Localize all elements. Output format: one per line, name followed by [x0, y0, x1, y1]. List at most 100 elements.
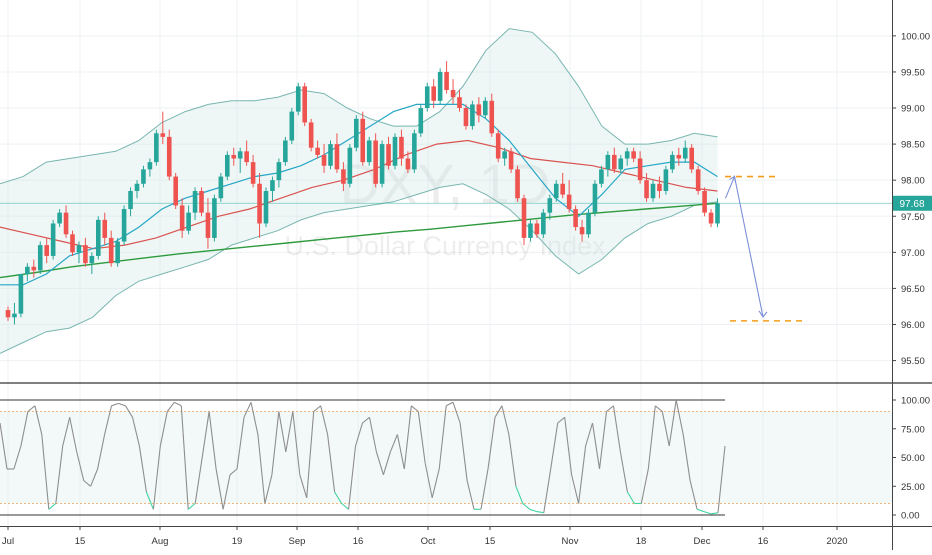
candle-body [515, 169, 520, 199]
candle-body [437, 71, 443, 101]
stochastic-segment [612, 405, 621, 452]
stochastic-segment [20, 411, 29, 447]
candle [302, 82, 307, 127]
time-tick-label: 2020 [826, 536, 847, 547]
stochastic-segment [487, 417, 496, 470]
candle-body [128, 191, 133, 210]
stochastic-segment [0, 422, 8, 470]
stochastic-segment [675, 399, 684, 435]
candle [483, 97, 488, 119]
candle-body [695, 169, 701, 191]
stochastic-segment [550, 422, 559, 470]
stochastic-segment [515, 486, 524, 504]
stochastic-segment [104, 405, 113, 435]
stochastic-tick-label: 75.00 [901, 424, 925, 435]
candle [308, 118, 314, 152]
stochastic-segment [125, 405, 133, 418]
candle-body [283, 140, 288, 163]
candle-body [57, 212, 62, 224]
candle [592, 180, 598, 217]
candle-body [399, 136, 404, 159]
stochastic-segment [48, 503, 57, 510]
stochastic-segment [341, 503, 349, 510]
candle-body [18, 273, 24, 314]
candle [502, 147, 507, 166]
stochastic-segment [543, 468, 552, 513]
candle-body [644, 180, 649, 199]
candle-body [553, 183, 559, 199]
stochastic-segment [654, 405, 663, 412]
candle [715, 198, 720, 228]
stochastic-segment [431, 468, 440, 498]
price-tick-label: 100.00 [901, 31, 930, 42]
candle [695, 165, 701, 195]
candle-body [270, 180, 275, 191]
candle-body [566, 194, 572, 210]
stochastic-segment [501, 405, 510, 435]
candle-body [205, 212, 211, 238]
stochastic-segment [626, 491, 635, 504]
candle [676, 147, 682, 166]
stochastic-lines [0, 399, 726, 515]
stochastic-segment [27, 405, 36, 412]
candle [347, 144, 353, 188]
stochastic-segment [159, 411, 168, 447]
stochastic-segment [306, 411, 315, 498]
stochastic-segment [285, 411, 294, 452]
price-tick-label: 97.50 [901, 212, 925, 223]
stochastic-segment [717, 445, 726, 513]
stochastic-tick-label: 100.00 [901, 396, 930, 407]
time-tick-label: 18 [636, 536, 647, 547]
candle-body [521, 198, 527, 238]
candle [44, 237, 49, 264]
candle [412, 129, 417, 173]
stochastic-segment [334, 491, 343, 504]
candle [566, 180, 572, 213]
candle [644, 172, 649, 202]
candle [470, 100, 475, 130]
candle [25, 263, 30, 282]
candle-body [231, 154, 237, 159]
candle-body [418, 108, 424, 134]
candle [212, 194, 217, 242]
candle-body [160, 133, 166, 137]
last-price-label: 97.68 [893, 195, 932, 211]
stochastic-segment [138, 445, 147, 493]
stochastic-segment [668, 399, 677, 447]
stochastic-segment [34, 405, 43, 435]
time-tick-label: Aug [152, 536, 169, 547]
candle [192, 187, 198, 220]
stochastic-segment [299, 474, 308, 498]
candle [689, 144, 694, 173]
candle [605, 151, 611, 177]
stochastic-segment [208, 411, 217, 470]
price-tick-label: 99.00 [901, 104, 925, 115]
candle-body [199, 191, 204, 213]
candle [102, 212, 108, 246]
candle [457, 89, 462, 112]
stochastic-segment [703, 511, 712, 515]
candle-body [476, 104, 482, 116]
stochastic-segment [320, 405, 329, 435]
stochastic-segment [362, 416, 370, 424]
candle-body [657, 183, 662, 191]
stochastic-segment [236, 417, 245, 470]
candle [450, 79, 456, 105]
candle-body [186, 212, 191, 231]
stochastic-segment [166, 401, 175, 412]
candle-body [96, 219, 101, 256]
candle [250, 154, 256, 188]
candle [553, 180, 559, 202]
stochastic-segment [598, 411, 608, 470]
stochastic-segment [201, 411, 210, 458]
projection-arrowhead [758, 310, 768, 318]
candle-body [115, 241, 120, 264]
stochastic-segment [466, 480, 475, 510]
candle [218, 172, 224, 202]
candle [237, 147, 243, 173]
candle-body [605, 154, 611, 170]
candle [179, 198, 185, 238]
stochastic-segment [647, 405, 656, 470]
candle-body [405, 158, 411, 170]
candle-body [637, 158, 643, 181]
